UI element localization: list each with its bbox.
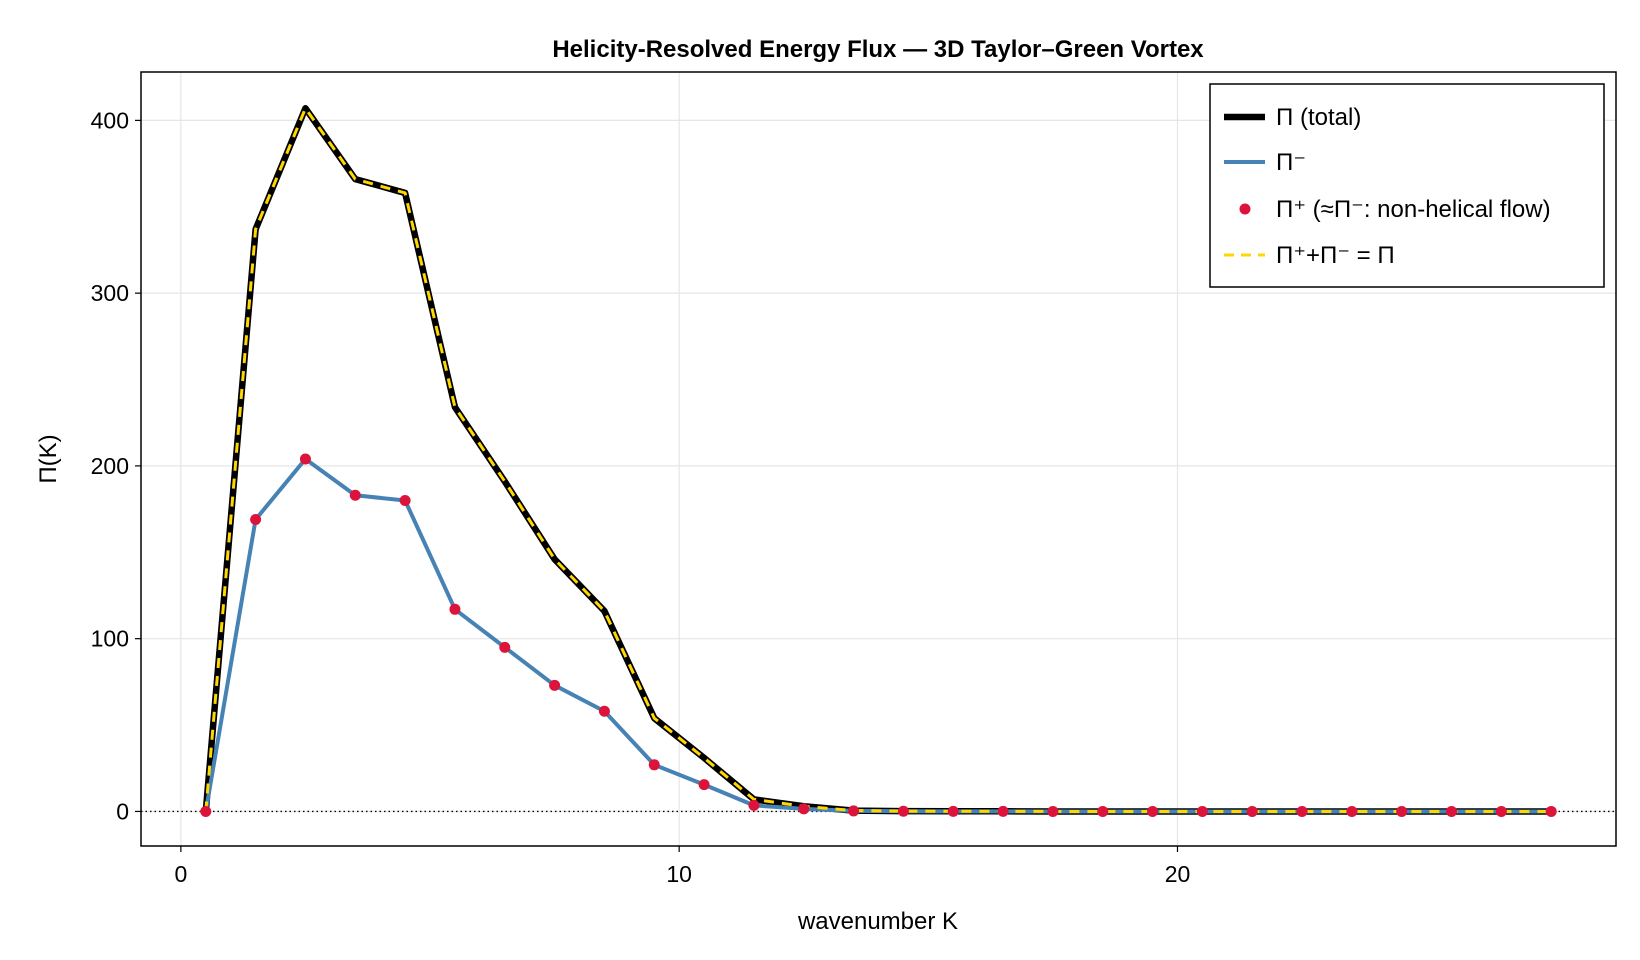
legend-label: Π⁺ (≈Π⁻: non-helical flow) xyxy=(1276,196,1551,223)
pi-plus-marker xyxy=(1346,805,1358,817)
pi-plus-marker xyxy=(250,513,262,525)
legend-label: Π⁻ xyxy=(1276,149,1306,176)
plot-frame xyxy=(140,71,1617,847)
y-axis-label: Π(K) xyxy=(35,434,62,483)
pi-plus-marker xyxy=(1396,805,1408,817)
pi-plus-marker xyxy=(798,803,810,815)
chart-title: Helicity-Resolved Energy Flux — 3D Taylo… xyxy=(552,36,1204,63)
pi-plus-marker xyxy=(897,805,909,817)
pi-plus-marker xyxy=(200,805,212,817)
legend-label: Π⁺+Π⁻ = Π xyxy=(1276,242,1395,269)
pi-plus-marker xyxy=(598,705,610,717)
pi-plus-marker xyxy=(1296,805,1308,817)
pi-plus-marker xyxy=(648,759,660,771)
pi-plus-marker xyxy=(1147,805,1159,817)
pi-plus-marker xyxy=(449,603,461,615)
y-tick-label: 100 xyxy=(91,626,129,652)
y-tick-label: 200 xyxy=(91,453,129,479)
legend-box xyxy=(1209,83,1605,288)
pi-plus-marker xyxy=(299,453,311,465)
y-tick-label: 300 xyxy=(91,280,129,306)
legend-label: Π (total) xyxy=(1276,104,1361,131)
x-tick-label: 10 xyxy=(666,861,692,887)
pi-plus-marker xyxy=(399,494,411,506)
pi-sum-dashed-line xyxy=(204,106,1552,813)
pi-plus-marker xyxy=(848,805,860,817)
pi-plus-marker xyxy=(499,641,511,653)
y-tick-label: 0 xyxy=(116,798,129,824)
pi-plus-marker xyxy=(1047,805,1059,817)
pi-plus-marker xyxy=(997,805,1009,817)
pi-plus-marker xyxy=(1246,805,1258,817)
pi-plus-marker xyxy=(698,779,710,791)
legend-swatch-pi-plus xyxy=(1239,203,1251,215)
x-axis-label: wavenumber K xyxy=(797,908,958,935)
pi-plus-marker xyxy=(748,799,760,811)
legend: Π (total) Π⁻ Π⁺ (≈Π⁻: non-helical flow) Π⁺+… xyxy=(1209,83,1605,288)
pi-plus-marker xyxy=(349,489,361,501)
x-tick-label: 20 xyxy=(1165,861,1191,887)
y-tick-label: 400 xyxy=(91,107,129,133)
pi-plus-marker xyxy=(549,679,561,691)
pi-plus-marker xyxy=(1545,805,1557,817)
pi-plus-marker xyxy=(947,805,959,817)
pi-plus-marker xyxy=(1495,805,1507,817)
pi-plus-marker xyxy=(1097,805,1109,817)
x-tick-label: 0 xyxy=(174,861,187,887)
series-layer xyxy=(200,105,1557,817)
pi-plus-marker xyxy=(1446,805,1458,817)
pi-plus-marker xyxy=(1196,805,1208,817)
